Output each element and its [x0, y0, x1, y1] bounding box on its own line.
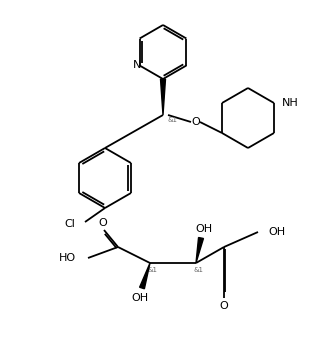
Text: N: N	[133, 61, 141, 71]
Text: O: O	[220, 301, 228, 311]
Text: &1: &1	[168, 117, 178, 123]
Text: OH: OH	[268, 227, 285, 237]
Text: NH: NH	[282, 98, 299, 108]
Text: Cl: Cl	[64, 219, 75, 229]
Text: O: O	[99, 218, 107, 228]
Text: HO: HO	[59, 253, 76, 263]
Text: &1: &1	[148, 267, 158, 273]
Text: OH: OH	[195, 224, 213, 234]
Text: OH: OH	[131, 293, 149, 303]
Text: O: O	[192, 117, 200, 127]
Text: &1: &1	[194, 267, 204, 273]
Polygon shape	[160, 79, 166, 115]
Polygon shape	[196, 237, 203, 263]
Polygon shape	[140, 263, 150, 289]
